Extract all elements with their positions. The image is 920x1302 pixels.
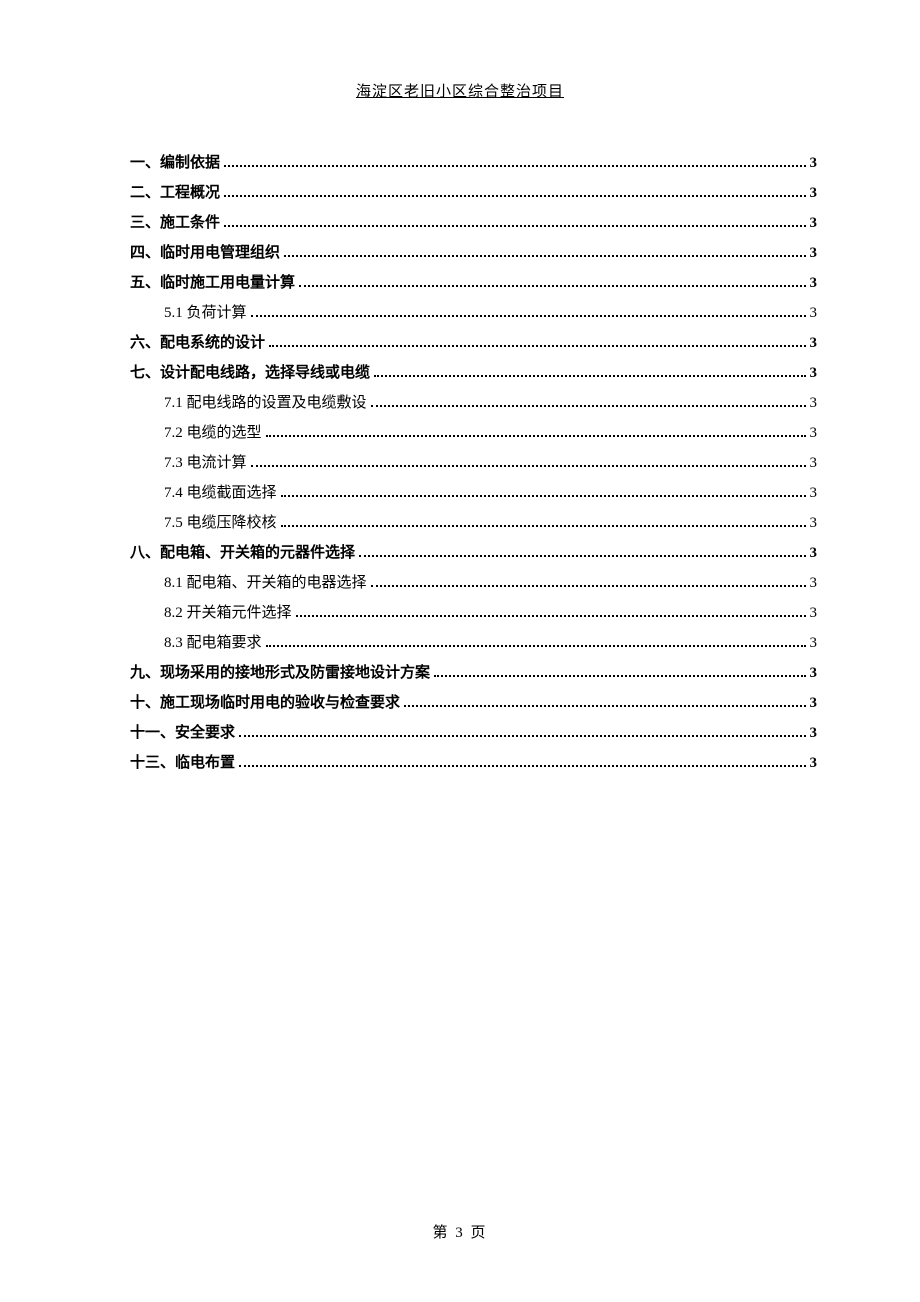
toc-dots <box>434 675 805 677</box>
toc-page-number: 3 <box>810 751 818 775</box>
toc-dots <box>239 765 805 767</box>
toc-entry[interactable]: 一、编制依据 3 <box>130 151 817 175</box>
toc-page-number: 3 <box>810 271 818 295</box>
toc-entry[interactable]: 九、现场采用的接地形式及防雷接地设计方案 3 <box>130 661 817 685</box>
toc-title: 十一、安全要求 <box>130 721 235 745</box>
toc-title: 三、施工条件 <box>130 211 220 235</box>
toc-page-number: 3 <box>810 301 818 325</box>
toc-title: 8.3 配电箱要求 <box>164 631 262 655</box>
page-footer: 第 3 页 <box>0 1221 920 1242</box>
toc-dots <box>251 465 806 467</box>
toc-dots <box>404 705 805 707</box>
toc-page-number: 3 <box>810 391 818 415</box>
toc-page-number: 3 <box>810 691 818 715</box>
toc-title: 8.2 开关箱元件选择 <box>164 601 292 625</box>
toc-page-number: 3 <box>810 661 818 685</box>
toc-entry[interactable]: 十一、安全要求 3 <box>130 721 817 745</box>
toc-entry[interactable]: 七、设计配电线路，选择导线或电缆 3 <box>130 361 817 385</box>
toc-entry[interactable]: 十三、临电布置 3 <box>130 751 817 775</box>
toc-entry[interactable]: 8.3 配电箱要求 3 <box>130 631 817 655</box>
toc-title: 六、配电系统的设计 <box>130 331 265 355</box>
toc-title: 十、施工现场临时用电的验收与检查要求 <box>130 691 400 715</box>
toc-dots <box>284 255 805 257</box>
toc-page-number: 3 <box>810 361 818 385</box>
page-number: 第 3 页 <box>432 1225 487 1241</box>
toc-dots <box>251 315 806 317</box>
toc-dots <box>266 435 806 437</box>
toc-entry[interactable]: 8.1 配电箱、开关箱的电器选择 3 <box>130 571 817 595</box>
page-header: 海淀区老旧小区综合整治项目 <box>0 0 920 101</box>
toc-title: 一、编制依据 <box>130 151 220 175</box>
toc-dots <box>371 585 806 587</box>
toc-page-number: 3 <box>810 451 818 475</box>
toc-page-number: 3 <box>810 721 818 745</box>
toc-title: 7.4 电缆截面选择 <box>164 481 277 505</box>
toc-entry[interactable]: 7.2 电缆的选型 3 <box>130 421 817 445</box>
toc-dots <box>359 555 805 557</box>
toc-page-number: 3 <box>810 211 818 235</box>
toc-dots <box>299 285 805 287</box>
toc-entry[interactable]: 十、施工现场临时用电的验收与检查要求 3 <box>130 691 817 715</box>
toc-entry[interactable]: 五、临时施工用电量计算 3 <box>130 271 817 295</box>
toc-dots <box>374 375 805 377</box>
toc-title: 7.3 电流计算 <box>164 451 247 475</box>
toc-dots <box>281 525 806 527</box>
toc-page-number: 3 <box>810 631 818 655</box>
toc-title: 8.1 配电箱、开关箱的电器选择 <box>164 571 367 595</box>
toc-dots <box>224 225 805 227</box>
toc-entry[interactable]: 二、工程概况 3 <box>130 181 817 205</box>
toc-entry[interactable]: 八、配电箱、开关箱的元器件选择 3 <box>130 541 817 565</box>
toc-dots <box>269 345 805 347</box>
toc-page-number: 3 <box>810 541 818 565</box>
toc-title: 7.2 电缆的选型 <box>164 421 262 445</box>
toc-page-number: 3 <box>810 601 818 625</box>
toc-title: 7.1 配电线路的设置及电缆敷设 <box>164 391 367 415</box>
toc-entry[interactable]: 7.4 电缆截面选择 3 <box>130 481 817 505</box>
toc-entry[interactable]: 7.1 配电线路的设置及电缆敷设 3 <box>130 391 817 415</box>
toc-entry[interactable]: 三、施工条件 3 <box>130 211 817 235</box>
toc-entry[interactable]: 四、临时用电管理组织 3 <box>130 241 817 265</box>
toc-dots <box>266 645 806 647</box>
toc-dots <box>296 615 806 617</box>
toc-title: 八、配电箱、开关箱的元器件选择 <box>130 541 355 565</box>
toc-title: 5.1 负荷计算 <box>164 301 247 325</box>
toc-page-number: 3 <box>810 331 818 355</box>
toc-page-number: 3 <box>810 241 818 265</box>
toc-title: 十三、临电布置 <box>130 751 235 775</box>
toc-title: 二、工程概况 <box>130 181 220 205</box>
toc-page-number: 3 <box>810 181 818 205</box>
header-title: 海淀区老旧小区综合整治项目 <box>356 84 564 100</box>
toc-page-number: 3 <box>810 481 818 505</box>
toc-dots <box>281 495 806 497</box>
toc-dots <box>224 195 805 197</box>
toc-title: 7.5 电缆压降校核 <box>164 511 277 535</box>
toc-entry[interactable]: 7.5 电缆压降校核 3 <box>130 511 817 535</box>
toc-title: 七、设计配电线路，选择导线或电缆 <box>130 361 370 385</box>
toc-title: 五、临时施工用电量计算 <box>130 271 295 295</box>
toc-page-number: 3 <box>810 571 818 595</box>
toc-dots <box>224 165 805 167</box>
toc-entry[interactable]: 5.1 负荷计算 3 <box>130 301 817 325</box>
toc-page-number: 3 <box>810 421 818 445</box>
toc-dots <box>371 405 806 407</box>
toc-entry[interactable]: 六、配电系统的设计 3 <box>130 331 817 355</box>
toc-title: 四、临时用电管理组织 <box>130 241 280 265</box>
toc-dots <box>239 735 805 737</box>
toc-entry[interactable]: 7.3 电流计算 3 <box>130 451 817 475</box>
toc-title: 九、现场采用的接地形式及防雷接地设计方案 <box>130 661 430 685</box>
toc-page-number: 3 <box>810 511 818 535</box>
toc-entry[interactable]: 8.2 开关箱元件选择 3 <box>130 601 817 625</box>
table-of-contents: 一、编制依据3二、工程概况3三、施工条件3四、临时用电管理组织3五、临时施工用电… <box>0 101 920 775</box>
toc-page-number: 3 <box>810 151 818 175</box>
